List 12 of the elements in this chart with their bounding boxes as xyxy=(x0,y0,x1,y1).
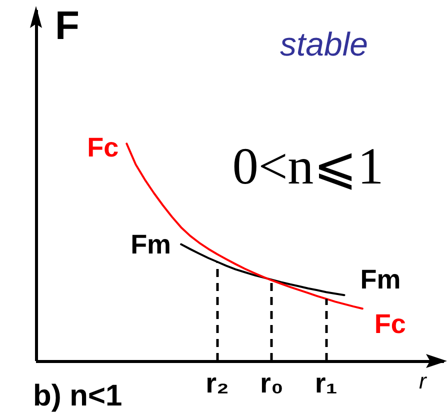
text: Fm xyxy=(360,264,401,295)
y-axis-title: F xyxy=(55,4,80,48)
text: Fc xyxy=(374,309,406,340)
series-label: Fc xyxy=(87,132,119,163)
x-tick-label: r₁ xyxy=(314,368,338,398)
annotation: 0<n⩽1 xyxy=(232,138,384,196)
x-axis-title: r xyxy=(419,368,428,394)
x-tick-label: r₂ xyxy=(206,368,230,398)
text: b) n<1 xyxy=(33,380,122,412)
text: stable xyxy=(280,26,368,62)
x-tick-label: r₀ xyxy=(260,368,284,398)
series-label: Fm xyxy=(130,229,172,260)
